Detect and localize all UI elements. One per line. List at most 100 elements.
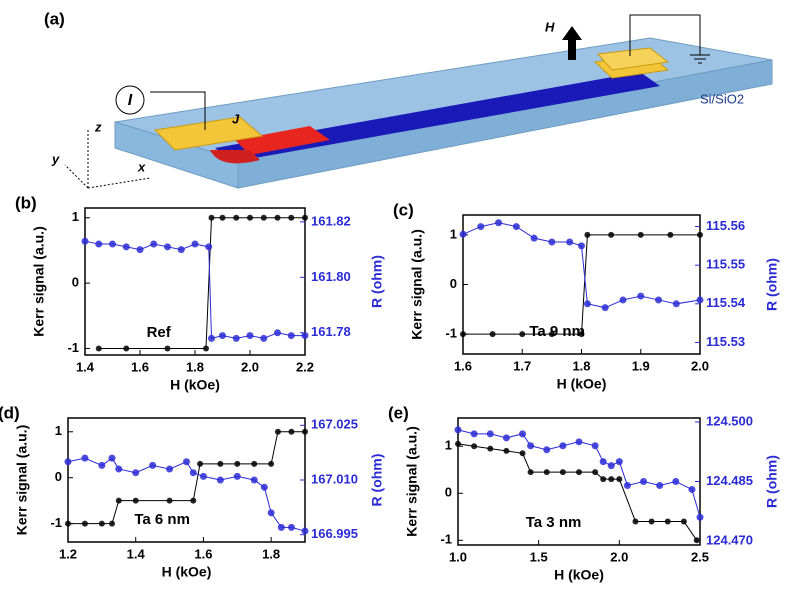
data-point [616, 458, 623, 465]
annotation: Ta 3 nm [526, 514, 582, 531]
y-tick-label: 0 [72, 275, 79, 290]
data-point [167, 498, 173, 504]
data-point [109, 241, 116, 248]
data-point [592, 442, 599, 449]
axis-y: y [51, 151, 60, 166]
annotation: Ta 9 nm [529, 323, 585, 340]
data-point [519, 331, 525, 337]
y2-tick-label: 167.010 [311, 471, 358, 486]
panel-label: (b) [15, 193, 37, 212]
data-point [261, 484, 268, 491]
data-point [694, 537, 700, 543]
data-point [487, 446, 493, 452]
x-tick-label: 1.8 [186, 359, 204, 374]
y2-tick-label: 166.995 [311, 526, 358, 541]
x-tick-label: 2.0 [241, 359, 259, 374]
x-tick-label: 2.5 [691, 549, 709, 564]
data-point [278, 524, 285, 531]
data-point [95, 241, 102, 248]
data-point [190, 498, 196, 504]
data-point [455, 426, 462, 433]
data-point [302, 429, 308, 435]
x-tick-label: 1.6 [194, 546, 212, 561]
data-point [576, 469, 582, 475]
data-point [217, 461, 223, 467]
annotation: Ref [147, 324, 172, 341]
data-point [82, 238, 89, 245]
data-point [600, 458, 607, 465]
data-point [688, 486, 695, 493]
figure: (a) I J H z y x Si/SiO2 1.41.61.82.02.2-… [0, 0, 791, 604]
data-point [192, 241, 199, 248]
y2-tick-label: 161.82 [311, 213, 351, 228]
data-point [667, 232, 673, 238]
data-point [288, 215, 294, 221]
x-tick-label: 1.7 [513, 358, 531, 373]
data-point [288, 332, 295, 339]
panel-label: (c) [393, 200, 414, 219]
data-point [166, 466, 173, 473]
y-tick-label: -1 [50, 515, 62, 530]
data-point [697, 296, 704, 303]
y2-tick-label: 124.485 [706, 473, 753, 488]
data-point [98, 462, 105, 469]
data-point [234, 461, 240, 467]
data-point [619, 296, 626, 303]
substrate-label: Si/SiO2 [700, 91, 744, 106]
x-axis-label: H (kOe) [554, 567, 604, 583]
y2-axis-label: R (ohm) [764, 258, 780, 311]
data-point [638, 232, 644, 238]
y2-tick-label: 115.53 [706, 334, 745, 349]
data-point [602, 304, 609, 311]
data-point [165, 345, 171, 351]
data-point [503, 434, 510, 441]
data-point [681, 518, 687, 524]
panel-label: (a) [44, 9, 65, 28]
data-point [99, 521, 105, 527]
data-point [471, 430, 478, 437]
data-point [608, 232, 614, 238]
data-point [495, 219, 502, 226]
annotation: Ta 6 nm [134, 511, 190, 528]
chart-panel: 1.61.71.81.92.0-101115.53115.54115.55115… [393, 200, 780, 391]
data-point [109, 455, 116, 462]
y-tick-label: 1 [445, 438, 452, 453]
data-point [247, 332, 254, 339]
data-point [109, 521, 115, 527]
data-point [697, 514, 704, 521]
data-point [260, 335, 267, 342]
data-point [115, 466, 122, 473]
data-point [665, 518, 671, 524]
series-line [99, 218, 305, 349]
data-point [123, 243, 130, 250]
y-tick-label: 1 [450, 226, 457, 241]
x-axis-label: H (kOe) [170, 377, 220, 393]
y-tick-label: 0 [445, 485, 452, 500]
data-point [640, 478, 647, 485]
y2-axis-label: R (ohm) [764, 455, 780, 508]
junction-label: J [232, 111, 240, 126]
data-point [178, 246, 185, 253]
data-point [203, 345, 209, 351]
y-tick-label: 1 [72, 209, 79, 224]
data-point [197, 461, 203, 467]
y2-tick-label: 115.56 [706, 218, 745, 233]
data-point [697, 232, 703, 238]
y-axis-label: Kerr signal (a.u.) [14, 425, 30, 535]
y2-tick-label: 124.500 [706, 413, 753, 428]
data-point [302, 528, 309, 535]
y-tick-label: -1 [440, 532, 452, 547]
plot-frame [85, 208, 305, 355]
data-point [190, 469, 197, 476]
data-point [220, 215, 226, 221]
axis-x: x [137, 159, 146, 174]
data-point [247, 215, 253, 221]
y-tick-label: -1 [67, 340, 79, 355]
data-point [560, 469, 566, 475]
data-point [205, 243, 212, 250]
data-point [217, 477, 224, 484]
data-point [600, 476, 606, 482]
data-point [65, 458, 72, 465]
device-diagram: (a) I J H z y x Si/SiO2 [44, 9, 772, 188]
axis-z: z [94, 119, 102, 134]
